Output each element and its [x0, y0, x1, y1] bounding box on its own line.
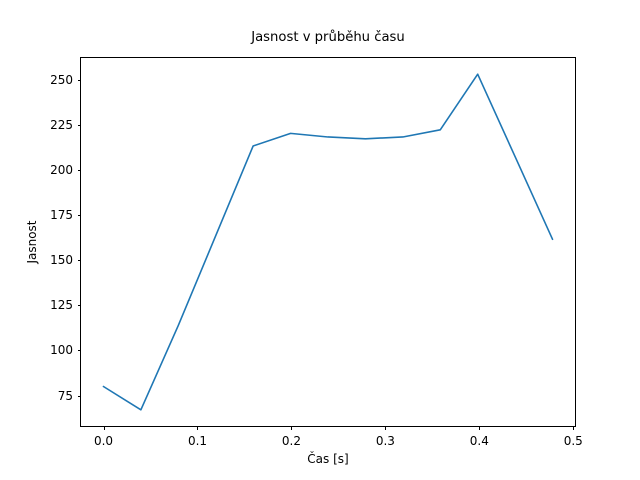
- x-axis-tick-mark: [103, 426, 105, 430]
- y-axis-tick-label: 175: [50, 208, 73, 223]
- x-axis-tick-label: 0.0: [93, 434, 114, 448]
- y-axis-tick-mark: [77, 395, 81, 397]
- x-axis-label: Čas [s]: [307, 452, 349, 466]
- y-axis-tick-mark: [77, 305, 81, 307]
- x-axis-tick-mark: [573, 426, 575, 430]
- x-axis-tick-label: 0.1: [187, 434, 208, 448]
- x-axis-tick-mark: [291, 426, 293, 430]
- x-axis-tick-label: 0.5: [563, 434, 583, 448]
- y-axis-tick-mark: [77, 260, 81, 262]
- y-axis-tick-label: 200: [50, 162, 73, 177]
- y-axis-tick-label: 100: [50, 343, 73, 358]
- y-axis-tick-label: 75: [57, 388, 73, 403]
- plot-area: 75 100 125 150 175 200 225 250 0.0 0.1 0.2 0.3 0.4 0.…: [50, 57, 583, 448]
- y-axis-label: Jasnost: [25, 220, 39, 264]
- x-axis-tick-label: 0.4: [469, 434, 489, 448]
- y-axis-tick-label: 150: [50, 253, 73, 268]
- y-axis-tick-mark: [77, 79, 81, 81]
- x-axis-tick-mark: [197, 426, 199, 430]
- x-axis-tick-mark: [479, 426, 481, 430]
- chart-title: Jasnost v průběhu času: [251, 30, 405, 45]
- y-axis-tick-label: 225: [50, 117, 73, 132]
- x-axis-tick-label: 0.3: [375, 434, 395, 448]
- x-axis-tick-label: 0.2: [281, 434, 301, 448]
- y-axis-tick-mark: [77, 215, 81, 217]
- line-series: [102, 73, 554, 411]
- y-axis-tick-label: 250: [50, 72, 73, 87]
- y-axis-tick-label: 125: [50, 298, 73, 313]
- y-axis-tick-mark: [77, 350, 81, 352]
- y-axis-tick-mark: [77, 169, 81, 171]
- y-axis-tick-mark: [77, 124, 81, 126]
- x-axis-tick-mark: [385, 426, 387, 430]
